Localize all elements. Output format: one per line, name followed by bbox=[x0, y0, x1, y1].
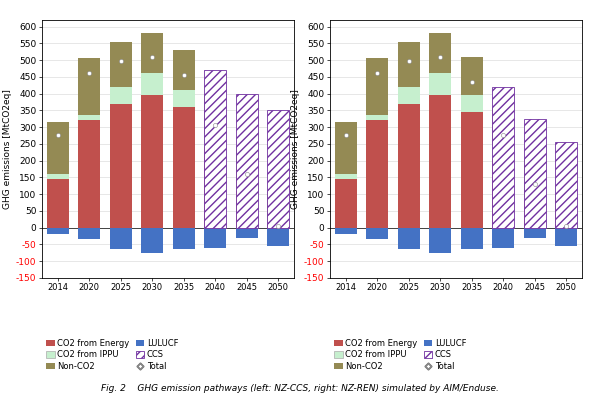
Bar bbox=[366, 116, 388, 120]
Bar bbox=[267, 224, 289, 227]
Bar bbox=[141, 95, 163, 227]
Bar bbox=[429, 33, 451, 73]
Bar bbox=[524, 159, 546, 197]
Bar bbox=[173, 107, 195, 227]
Bar bbox=[492, 227, 514, 248]
Bar bbox=[267, 227, 289, 246]
Bar bbox=[110, 87, 132, 104]
Bar bbox=[236, 147, 258, 187]
Bar bbox=[524, 119, 546, 227]
Bar bbox=[398, 42, 420, 87]
Text: Fig. 2    GHG emission pathways (left: NZ-CCS, right: NZ-REN) simulated by AIM/E: Fig. 2 GHG emission pathways (left: NZ-C… bbox=[101, 384, 499, 393]
Bar bbox=[555, 227, 577, 246]
Bar bbox=[236, 191, 258, 227]
Bar bbox=[78, 227, 100, 239]
Bar bbox=[141, 33, 163, 73]
Bar bbox=[335, 122, 357, 174]
Bar bbox=[335, 227, 357, 234]
Bar bbox=[335, 174, 357, 179]
Y-axis label: GHG emissions [MtCO2eq]: GHG emissions [MtCO2eq] bbox=[291, 89, 300, 209]
Bar bbox=[141, 227, 163, 253]
Bar bbox=[335, 179, 357, 227]
Y-axis label: GHG emissions [MtCO2eq]: GHG emissions [MtCO2eq] bbox=[3, 89, 12, 209]
Bar bbox=[236, 187, 258, 191]
Bar bbox=[461, 112, 483, 227]
Bar bbox=[398, 104, 420, 227]
Bar bbox=[47, 174, 69, 179]
Bar bbox=[47, 179, 69, 227]
Bar bbox=[204, 147, 226, 227]
Bar bbox=[47, 122, 69, 174]
Bar bbox=[524, 227, 546, 238]
Bar bbox=[204, 94, 226, 134]
Bar bbox=[173, 227, 195, 249]
Bar bbox=[429, 73, 451, 95]
Bar bbox=[555, 194, 577, 223]
Bar bbox=[492, 159, 514, 227]
Bar bbox=[398, 87, 420, 104]
Bar bbox=[47, 227, 69, 234]
Bar bbox=[366, 120, 388, 227]
Legend: CO2 from Energy, CO2 from IPPU, Non-CO2, LULUCF, CCS, Total: CO2 from Energy, CO2 from IPPU, Non-CO2,… bbox=[46, 339, 178, 371]
Bar bbox=[141, 73, 163, 95]
Bar bbox=[461, 95, 483, 112]
Bar bbox=[78, 58, 100, 116]
Bar bbox=[524, 201, 546, 227]
Bar bbox=[555, 142, 577, 227]
Bar bbox=[173, 90, 195, 107]
Bar bbox=[492, 146, 514, 159]
Bar bbox=[555, 224, 577, 227]
Bar bbox=[555, 223, 577, 224]
Bar bbox=[366, 58, 388, 116]
Bar bbox=[78, 116, 100, 120]
Bar bbox=[236, 227, 258, 238]
Bar bbox=[492, 107, 514, 146]
Bar bbox=[461, 57, 483, 95]
Bar bbox=[173, 50, 195, 90]
Bar bbox=[110, 104, 132, 227]
Bar bbox=[267, 110, 289, 227]
Bar bbox=[267, 193, 289, 223]
Legend: CO2 from Energy, CO2 from IPPU, Non-CO2, LULUCF, CCS, Total: CO2 from Energy, CO2 from IPPU, Non-CO2,… bbox=[334, 339, 466, 371]
Bar bbox=[267, 223, 289, 224]
Bar bbox=[524, 197, 546, 201]
Bar bbox=[204, 134, 226, 147]
Bar bbox=[236, 94, 258, 227]
Bar bbox=[110, 227, 132, 249]
Bar bbox=[110, 42, 132, 87]
Bar bbox=[366, 227, 388, 239]
Bar bbox=[461, 227, 483, 249]
Bar bbox=[492, 87, 514, 227]
Bar bbox=[398, 227, 420, 249]
Bar bbox=[204, 227, 226, 248]
Bar bbox=[429, 95, 451, 227]
Bar bbox=[78, 120, 100, 227]
Bar bbox=[204, 70, 226, 227]
Bar bbox=[429, 227, 451, 253]
